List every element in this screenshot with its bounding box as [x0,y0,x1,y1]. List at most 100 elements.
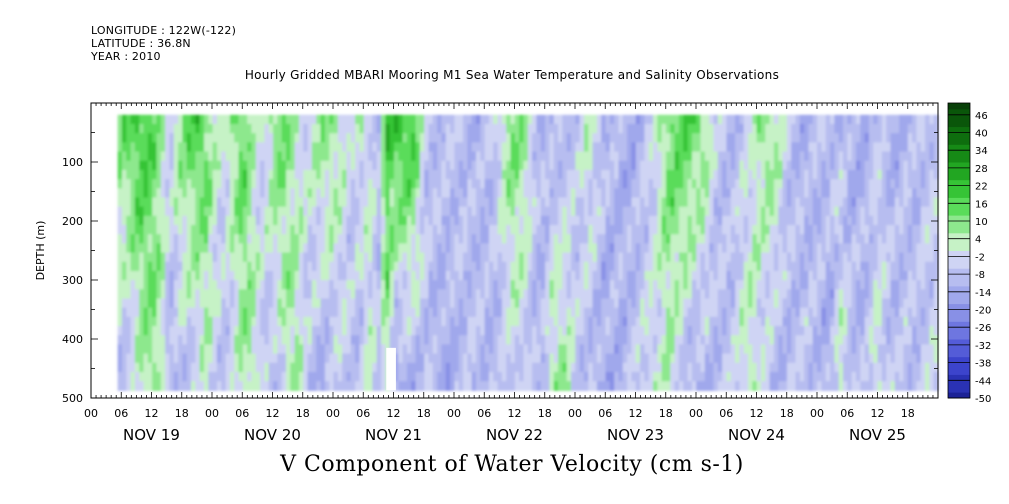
velocity-cell [631,381,637,391]
velocity-cell [817,298,823,309]
velocity-cell [191,234,196,244]
velocity-cell [212,280,218,290]
velocity-cell [817,197,823,208]
velocity-cell [700,234,706,244]
velocity-cell [242,160,248,171]
velocity-cell [545,298,550,309]
velocity-cell [454,225,460,235]
velocity-cell [126,188,132,199]
velocity-cell [454,335,460,345]
velocity-cell [355,270,361,281]
velocity-cell [730,289,736,300]
velocity-cell [467,316,473,327]
velocity-cell [143,335,149,345]
velocity-cell [281,160,287,171]
velocity-cell [212,307,218,318]
velocity-cell [674,335,680,345]
velocity-cell [216,326,222,336]
velocity-cell [558,225,563,235]
velocity-cell [165,160,171,171]
velocity-cell [286,261,291,272]
velocity-cell [191,289,196,300]
velocity-cell [333,243,339,254]
velocity-cell [147,298,153,309]
velocity-cell [441,206,447,217]
velocity-cell [480,188,486,199]
velocity-cell [674,307,680,318]
velocity-cell [290,160,296,171]
velocity-cell [376,206,382,217]
velocity-cell [393,252,399,263]
velocity-cell [247,280,253,290]
velocity-cell [821,307,827,318]
velocity-cell [661,160,667,171]
velocity-cell [488,179,494,189]
velocity-cell [523,123,529,134]
velocity-cell [441,234,447,244]
velocity-cell [191,179,196,189]
velocity-cell [717,353,723,364]
velocity-cell [281,197,287,208]
velocity-cell [320,114,326,125]
velocity-cell [329,151,335,162]
velocity-cell [674,316,680,327]
velocity-cell [704,289,710,300]
velocity-cell [769,270,775,281]
velocity-cell [454,289,460,300]
velocity-cell [748,307,753,318]
velocity-cell [678,307,684,318]
velocity-cell [717,270,723,281]
velocity-cell [229,280,235,290]
velocity-cell [614,169,620,180]
velocity-cell [735,215,740,226]
velocity-cell [687,353,693,364]
velocity-cell [799,142,805,153]
velocity-cell [570,215,576,226]
velocity-cell [527,160,533,171]
velocity-cell [178,252,183,263]
velocity-cell [817,335,823,345]
velocity-cell [234,169,240,180]
velocity-cell [281,289,287,300]
velocity-cell [273,307,278,318]
velocity-cell [618,179,624,189]
velocity-cell [247,326,253,336]
velocity-cell [514,188,520,199]
velocity-cell [657,151,663,162]
velocity-cell [160,353,166,364]
velocity-cell [359,316,365,327]
velocity-cell [152,362,158,373]
velocity-cell [778,142,784,153]
velocity-cell [687,298,693,309]
velocity-cell [350,206,356,217]
velocity-cell [627,344,633,355]
velocity-cell [303,289,309,300]
velocity-cell [117,225,123,235]
velocity-cell [691,123,697,134]
velocity-cell [614,188,620,199]
velocity-cell [121,307,127,318]
velocity-cell [622,215,628,226]
velocity-cell [182,335,188,345]
velocity-cell [570,270,576,281]
velocity-cell [368,179,373,189]
velocity-cell [264,353,270,364]
velocity-cell [514,225,520,235]
velocity-cell [147,252,153,263]
velocity-cell [186,298,192,309]
velocity-cell [510,243,516,254]
velocity-cell [251,197,257,208]
velocity-cell [290,353,296,364]
velocity-cell [752,133,758,143]
velocity-cell [519,261,525,272]
velocity-cell [298,261,304,272]
velocity-cell [575,197,581,208]
velocity-cell [722,225,728,235]
velocity-cell [670,335,676,345]
velocity-cell [665,142,671,153]
velocity-cell [415,234,421,244]
velocity-cell [156,188,162,199]
velocity-cell [678,225,684,235]
velocity-cell [756,344,762,355]
velocity-cell [709,362,715,373]
